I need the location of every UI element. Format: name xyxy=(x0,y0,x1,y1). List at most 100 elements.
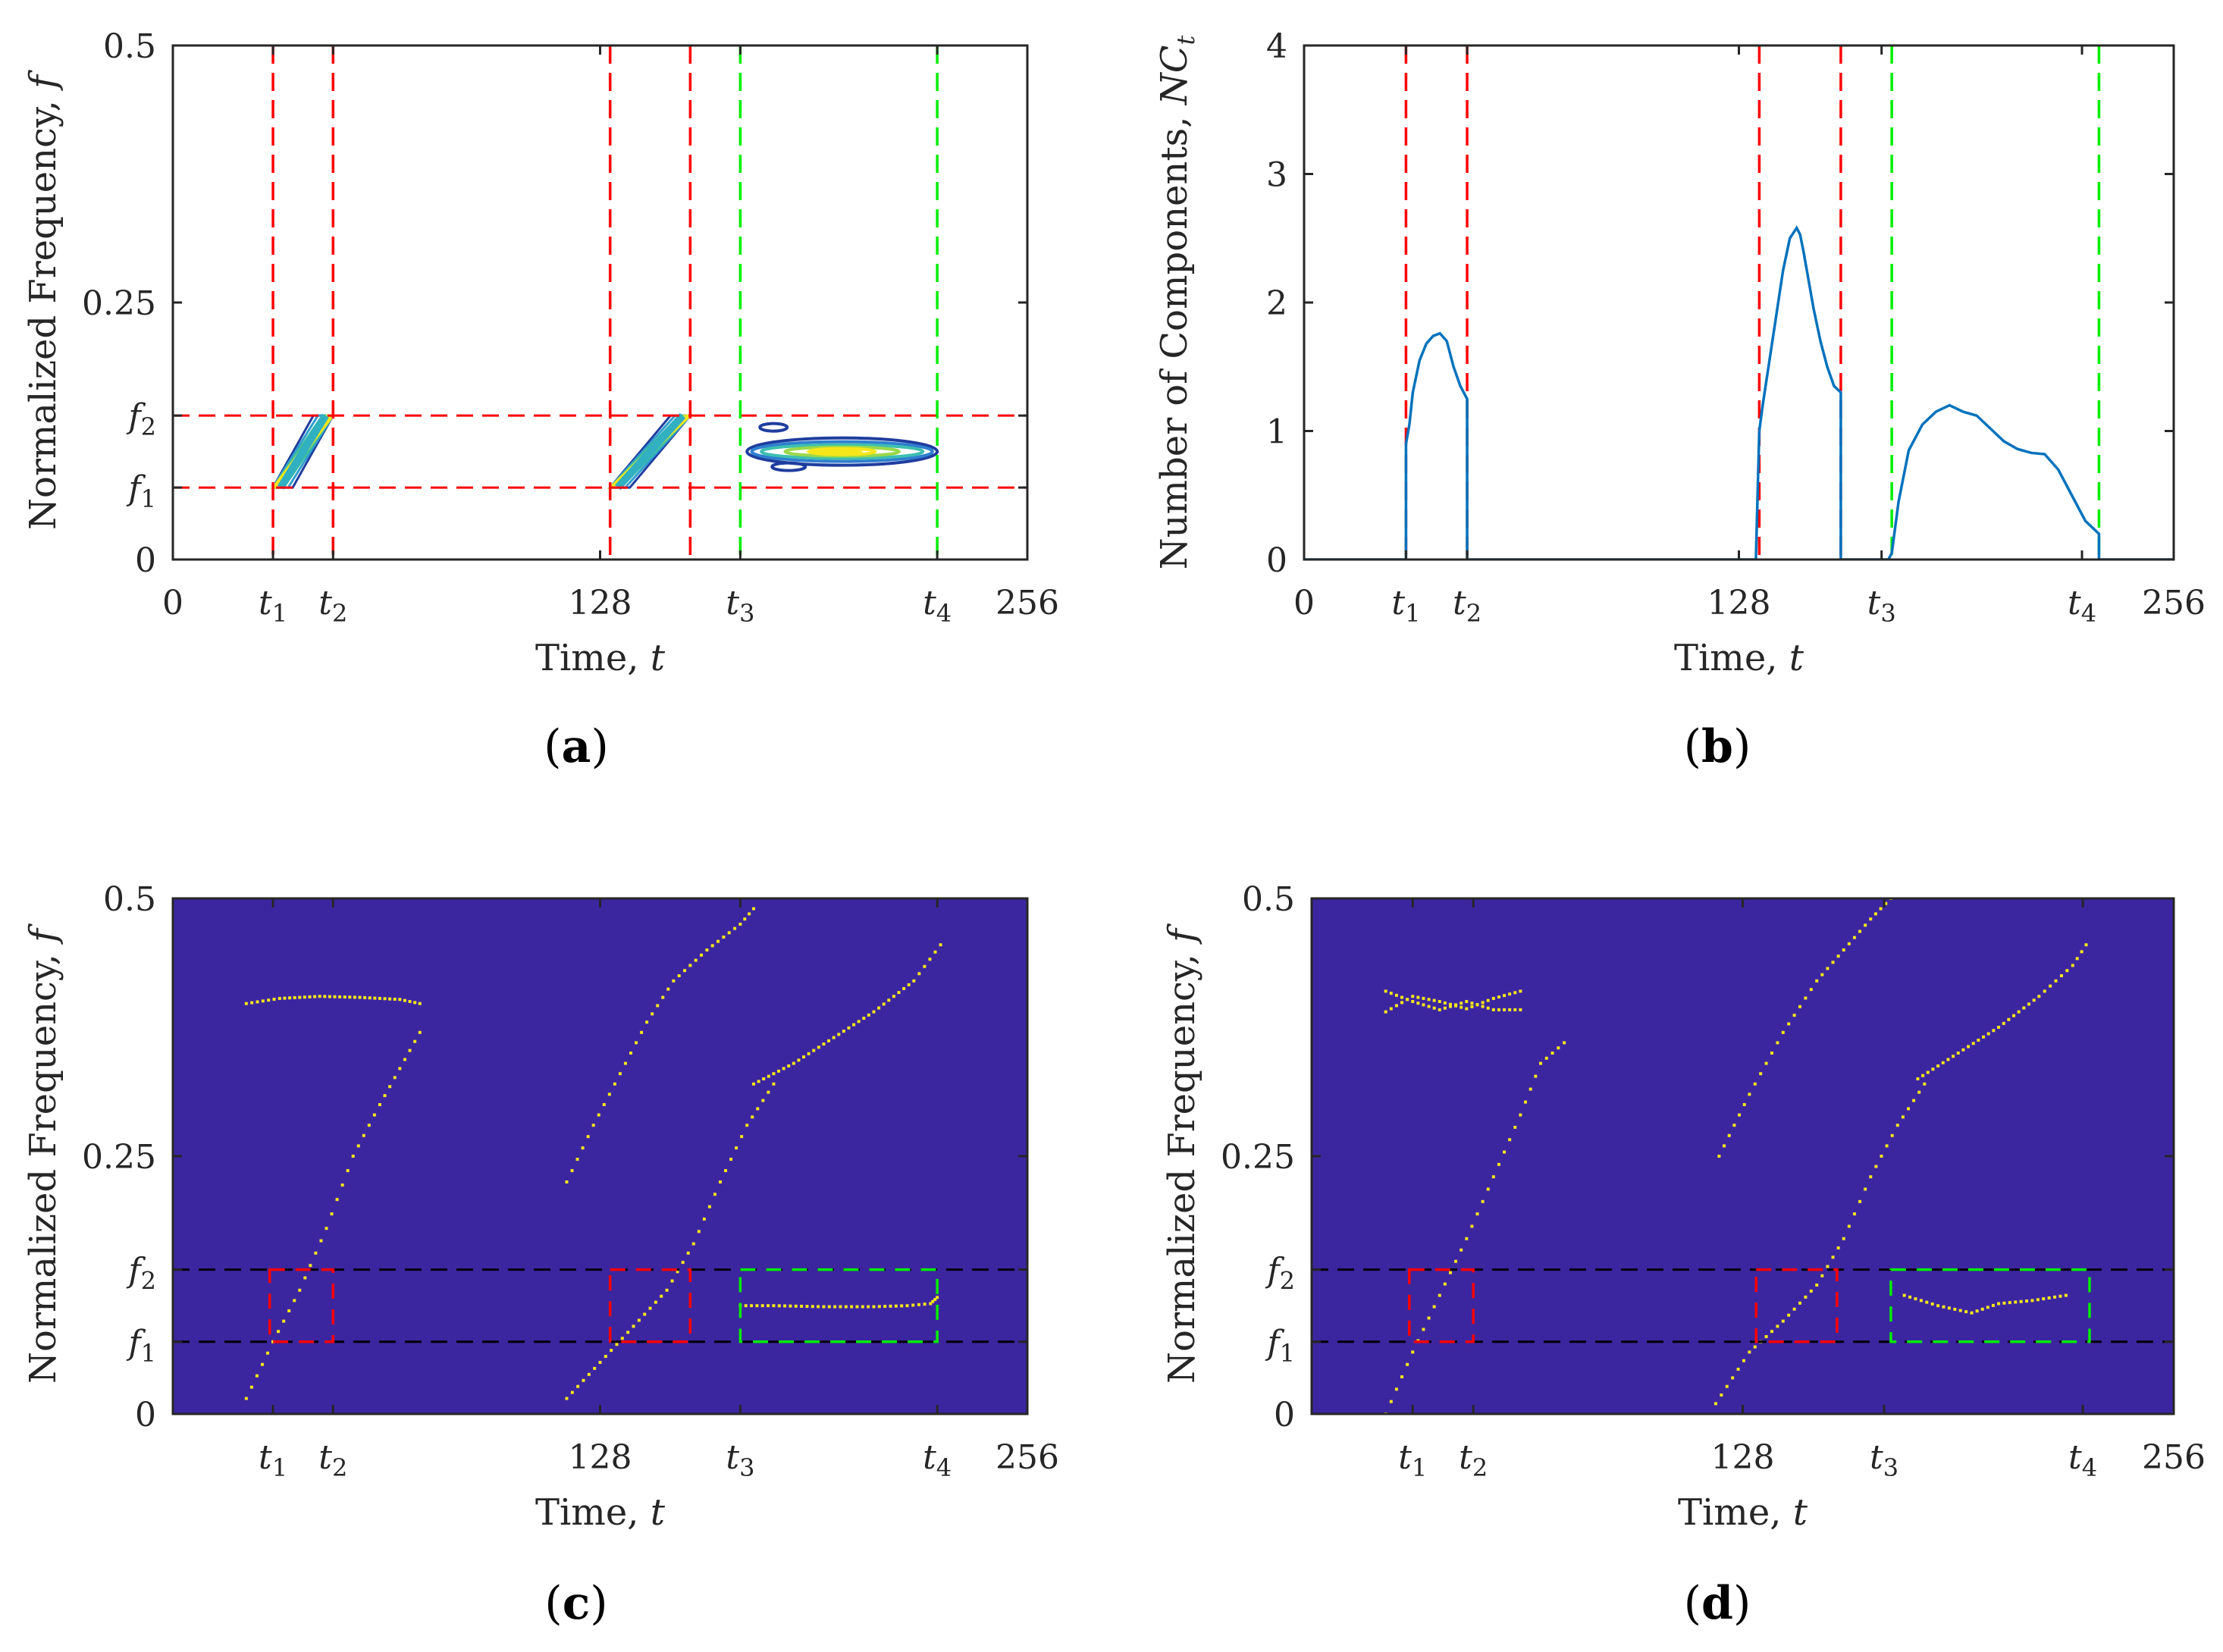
data-point xyxy=(2053,1295,2057,1299)
data-point xyxy=(1723,1144,1726,1148)
data-point xyxy=(2027,1002,2031,1006)
plot-background xyxy=(173,898,1027,1414)
series-tone-1-upper xyxy=(244,995,422,1005)
data-point xyxy=(752,1082,756,1086)
data-point xyxy=(1503,1150,1507,1154)
x-tick-label: t3 xyxy=(726,1438,754,1482)
data-point xyxy=(623,1061,627,1065)
data-point xyxy=(2014,1300,2018,1304)
data-point xyxy=(613,1082,616,1086)
data-point xyxy=(2012,1014,2016,1017)
data-point xyxy=(303,995,306,999)
data-point xyxy=(272,998,276,1002)
data-point xyxy=(718,1180,722,1183)
data-point xyxy=(1422,1328,1425,1331)
data-point xyxy=(1798,1301,1802,1305)
y-tick-label: f1 xyxy=(126,1324,156,1368)
data-point xyxy=(1770,1330,1773,1334)
data-point xyxy=(2037,995,2041,998)
data-point xyxy=(610,1349,613,1353)
data-point xyxy=(1460,1002,1463,1005)
data-point xyxy=(1550,1052,1554,1055)
data-point xyxy=(923,964,927,968)
data-point xyxy=(2084,943,2088,947)
data-point xyxy=(1470,1224,1474,1228)
panel-b-line-chart: 0 t1 t2 128 t3 t4 256 0 1 2 3 4 Time, t Number of Com… xyxy=(1153,27,2206,773)
y-tick-label: 1 xyxy=(1266,413,1287,452)
data-point xyxy=(645,1020,649,1024)
data-point xyxy=(570,1390,574,1394)
data-point xyxy=(933,1298,937,1302)
data-point xyxy=(1804,1295,1808,1299)
data-point xyxy=(1519,1008,1522,1011)
x-tick-label: 128 xyxy=(1707,584,1771,622)
data-point xyxy=(654,1300,657,1304)
data-point xyxy=(1470,1002,1474,1005)
data-point xyxy=(1986,1032,1990,1036)
data-point xyxy=(368,996,372,1000)
data-point xyxy=(1497,1008,1500,1011)
plot-area xyxy=(173,45,1027,560)
data-point xyxy=(727,931,731,935)
y-axis-label: Normalized Frequency, f xyxy=(22,923,64,1384)
data-point xyxy=(867,1013,870,1017)
data-point xyxy=(1486,1006,1490,1010)
data-point xyxy=(283,996,287,1000)
data-point xyxy=(318,995,321,998)
data-point xyxy=(313,995,317,998)
data-point xyxy=(1465,1000,1469,1003)
data-point xyxy=(710,944,714,948)
data-point xyxy=(598,1361,602,1364)
data-point xyxy=(2036,1298,2040,1302)
data-point xyxy=(1884,901,1888,905)
data-point xyxy=(1411,1350,1415,1354)
x-tick-label: t3 xyxy=(726,584,754,628)
data-point xyxy=(833,1305,837,1309)
y-tick-label: 2 xyxy=(1266,284,1287,323)
data-point xyxy=(839,1305,842,1309)
data-point xyxy=(398,1067,402,1071)
data-point xyxy=(1902,1293,1906,1297)
data-point xyxy=(282,1319,286,1323)
box-0 xyxy=(268,1268,335,1343)
data-point xyxy=(1931,1067,1935,1071)
data-point xyxy=(323,995,327,998)
data-point xyxy=(783,1304,787,1308)
series-chirp-1 xyxy=(244,1030,422,1400)
data-point xyxy=(373,996,377,1000)
data-point xyxy=(576,1384,580,1388)
data-point xyxy=(604,1355,607,1359)
data-point xyxy=(1798,1005,1802,1008)
data-point xyxy=(1713,1402,1717,1406)
data-point xyxy=(1880,1155,1883,1158)
data-point xyxy=(1895,1124,1899,1127)
data-point xyxy=(1557,1046,1560,1050)
data-point xyxy=(1491,1008,1495,1011)
data-point xyxy=(358,995,362,999)
series-tone-2 xyxy=(738,1296,939,1309)
y-axis-label: Normalized Frequency, f xyxy=(1161,923,1203,1384)
data-point xyxy=(1953,1307,1957,1311)
data-point xyxy=(713,1193,716,1196)
data-point xyxy=(1997,1302,2001,1306)
data-point xyxy=(789,1304,792,1308)
x-axis-label: Time, t xyxy=(535,1491,666,1534)
data-point xyxy=(812,1049,816,1052)
data-point xyxy=(837,1033,841,1036)
contour-blob xyxy=(758,422,789,433)
data-point xyxy=(1497,1162,1500,1166)
data-point xyxy=(1481,1005,1485,1008)
data-point xyxy=(1432,1305,1436,1309)
data-point xyxy=(787,1064,791,1067)
data-point xyxy=(1831,961,1835,964)
data-point xyxy=(1519,989,1522,993)
data-point xyxy=(861,1305,864,1309)
data-point xyxy=(1864,923,1867,927)
data-point xyxy=(1411,1000,1415,1003)
data-point xyxy=(388,997,392,1001)
data-point xyxy=(1809,1289,1813,1293)
data-point xyxy=(1997,1026,2001,1029)
data-point xyxy=(1389,1007,1393,1011)
data-point xyxy=(1427,998,1431,1002)
data-point xyxy=(1432,1006,1436,1010)
